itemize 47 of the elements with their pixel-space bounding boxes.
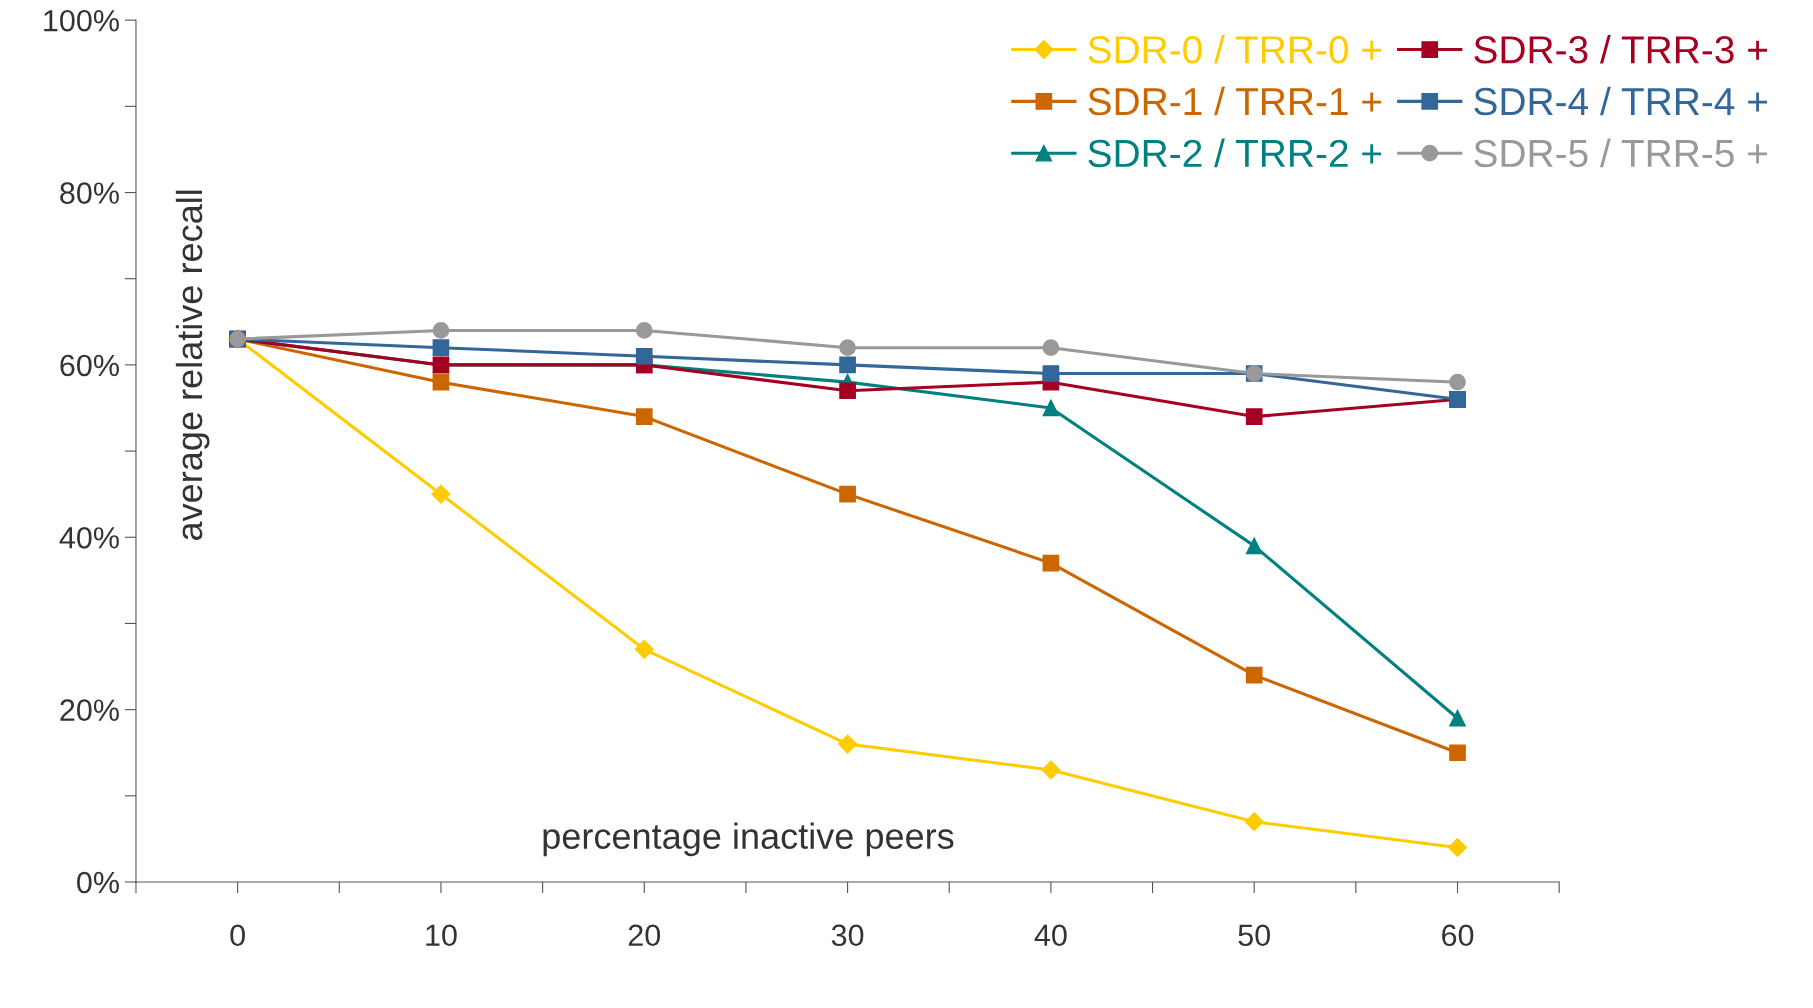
y-tick-label: 0% [77, 871, 119, 894]
point [1245, 537, 1263, 555]
y-tick-label: 20% [60, 699, 119, 721]
x-axis-title: percentage inactive peers [543, 822, 954, 857]
point [1042, 554, 1060, 572]
x-tick-label: 30 [831, 924, 864, 947]
point [432, 373, 450, 391]
point [839, 339, 856, 356]
point [634, 639, 654, 659]
x-tick-label: 60 [1442, 924, 1474, 947]
point [1245, 408, 1263, 425]
point [432, 339, 450, 356]
point [839, 485, 856, 503]
x-tick-label: 20 [628, 924, 661, 947]
x-tick-label: 50 [1238, 924, 1271, 947]
point [1245, 666, 1263, 684]
point [1042, 365, 1060, 382]
legend-label: SDR-5 / TRR-5 + [1474, 138, 1768, 168]
point [1244, 812, 1264, 832]
x-tick-label: 40 [1034, 924, 1067, 947]
point [432, 322, 450, 339]
point [635, 408, 653, 425]
point [431, 484, 451, 504]
legend-label: SDR-1 / TRR-1 + [1088, 86, 1382, 116]
y-tick-label: 60% [60, 354, 119, 377]
legend-label: SDR-3 / TRR-3 + [1474, 35, 1768, 64]
point [635, 322, 653, 339]
point [839, 382, 856, 400]
legend-label: SDR-2 / TRR-2 + [1088, 138, 1382, 168]
x-tick-label: 10 [426, 924, 457, 947]
point [635, 347, 653, 365]
point [1042, 399, 1060, 417]
y-tick-label: 80% [60, 182, 119, 204]
legend-label: SDR-0 / TRR-0 + [1088, 35, 1382, 64]
point [838, 734, 858, 754]
y-tick-label: 40% [59, 527, 119, 549]
point [1449, 373, 1466, 391]
point [839, 356, 856, 374]
legend-label: SDR-4 / TRR-4 + [1474, 86, 1768, 116]
point [1447, 837, 1468, 858]
x-tick-label: 0 [230, 924, 245, 947]
point [1041, 760, 1061, 780]
point [1042, 339, 1060, 356]
point [1449, 709, 1466, 727]
point [1449, 744, 1466, 762]
y-axis-title: average relative recall [175, 190, 210, 540]
y-tick-label: 100% [44, 9, 119, 32]
